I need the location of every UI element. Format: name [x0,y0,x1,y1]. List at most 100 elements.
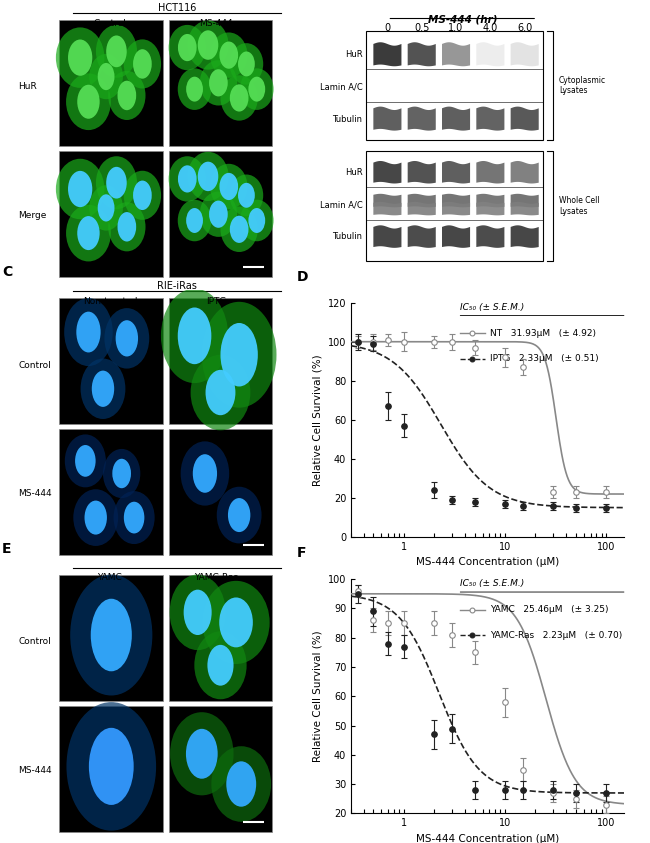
Ellipse shape [220,207,258,252]
Bar [59,298,163,424]
Ellipse shape [194,631,246,700]
Ellipse shape [66,702,156,830]
Text: HuR: HuR [344,168,363,177]
Ellipse shape [210,32,248,78]
Ellipse shape [229,43,263,85]
Ellipse shape [211,746,271,822]
Ellipse shape [112,459,131,488]
Ellipse shape [170,575,226,650]
Ellipse shape [216,486,261,544]
Ellipse shape [66,205,111,261]
Ellipse shape [106,167,127,199]
Ellipse shape [89,728,134,805]
Ellipse shape [202,581,270,664]
Text: MS-444 (hr): MS-444 (hr) [428,14,497,24]
Text: RIE-iRas: RIE-iRas [157,282,197,292]
Ellipse shape [187,152,229,201]
Ellipse shape [133,49,151,78]
Text: 0.5: 0.5 [414,23,430,33]
Ellipse shape [170,712,233,795]
Ellipse shape [98,63,114,90]
Ellipse shape [186,77,203,102]
Ellipse shape [220,323,258,386]
Ellipse shape [56,158,105,219]
Ellipse shape [92,371,114,407]
Ellipse shape [184,589,212,635]
Ellipse shape [70,575,152,695]
Text: 6.0: 6.0 [517,23,532,33]
Ellipse shape [240,68,274,110]
Ellipse shape [56,28,105,88]
X-axis label: MS-444 Concentration (μM): MS-444 Concentration (μM) [416,557,559,567]
Bar [59,429,163,556]
Text: 1.0: 1.0 [448,23,463,33]
Ellipse shape [177,68,211,110]
Text: Control: Control [94,19,126,28]
Ellipse shape [229,175,263,216]
Ellipse shape [118,81,136,110]
Ellipse shape [186,729,218,779]
Ellipse shape [96,25,137,78]
Ellipse shape [68,171,92,207]
X-axis label: MS-444 Concentration (μM): MS-444 Concentration (μM) [416,834,559,843]
Text: HCT116: HCT116 [157,3,196,13]
Text: IC₅₀ (± S.E.M.): IC₅₀ (± S.E.M.) [460,579,525,588]
Ellipse shape [108,202,146,251]
Text: Cytoplasmic
Lysates: Cytoplasmic Lysates [559,76,606,95]
Ellipse shape [187,20,229,70]
Bar [365,30,543,141]
Ellipse shape [124,40,161,89]
Ellipse shape [205,370,235,416]
Text: NT   31.93μM   (± 4.92): NT 31.93μM (± 4.92) [490,329,596,337]
Bar [168,575,272,701]
Text: HuR: HuR [344,51,363,59]
Ellipse shape [209,69,228,96]
Text: HuR: HuR [18,83,37,91]
Text: IPTG: IPTG [206,297,227,306]
Ellipse shape [124,502,144,534]
Text: C: C [2,266,12,279]
Ellipse shape [238,183,255,207]
Text: YAMC-Ras   2.23μM   (± 0.70): YAMC-Ras 2.23μM (± 0.70) [490,631,623,640]
Ellipse shape [68,40,92,76]
Ellipse shape [198,162,218,191]
Ellipse shape [96,156,137,209]
Bar [168,298,272,424]
Ellipse shape [65,434,106,487]
Ellipse shape [103,449,140,498]
Text: D: D [296,270,308,284]
Bar [59,151,163,277]
Text: MS-444: MS-444 [18,489,52,498]
Bar [59,575,163,701]
Ellipse shape [193,454,217,493]
Ellipse shape [106,35,127,67]
Ellipse shape [190,355,250,430]
Ellipse shape [230,216,248,243]
Ellipse shape [248,77,265,102]
Y-axis label: Relative Cell Survival (%): Relative Cell Survival (%) [312,631,322,762]
Ellipse shape [238,51,255,77]
Ellipse shape [66,73,111,130]
Text: Control: Control [18,637,51,646]
Bar [59,20,163,146]
Ellipse shape [210,164,248,209]
Ellipse shape [198,30,218,60]
Ellipse shape [118,212,136,242]
Text: A: A [2,0,13,1]
Ellipse shape [77,85,99,119]
Ellipse shape [161,288,228,383]
Text: YAMC-Ras: YAMC-Ras [194,573,239,583]
Text: 0: 0 [384,23,391,33]
Text: B: B [316,0,326,1]
Bar [168,429,272,556]
Ellipse shape [114,491,155,544]
Ellipse shape [177,308,211,364]
Ellipse shape [124,171,161,220]
Text: Merge: Merge [18,211,47,220]
Ellipse shape [240,200,274,241]
Bar [168,151,272,277]
Bar [168,20,272,146]
Text: Whole Cell
Lysates: Whole Cell Lysates [559,196,599,216]
Text: Tubulin: Tubulin [332,233,363,241]
Ellipse shape [219,598,253,647]
